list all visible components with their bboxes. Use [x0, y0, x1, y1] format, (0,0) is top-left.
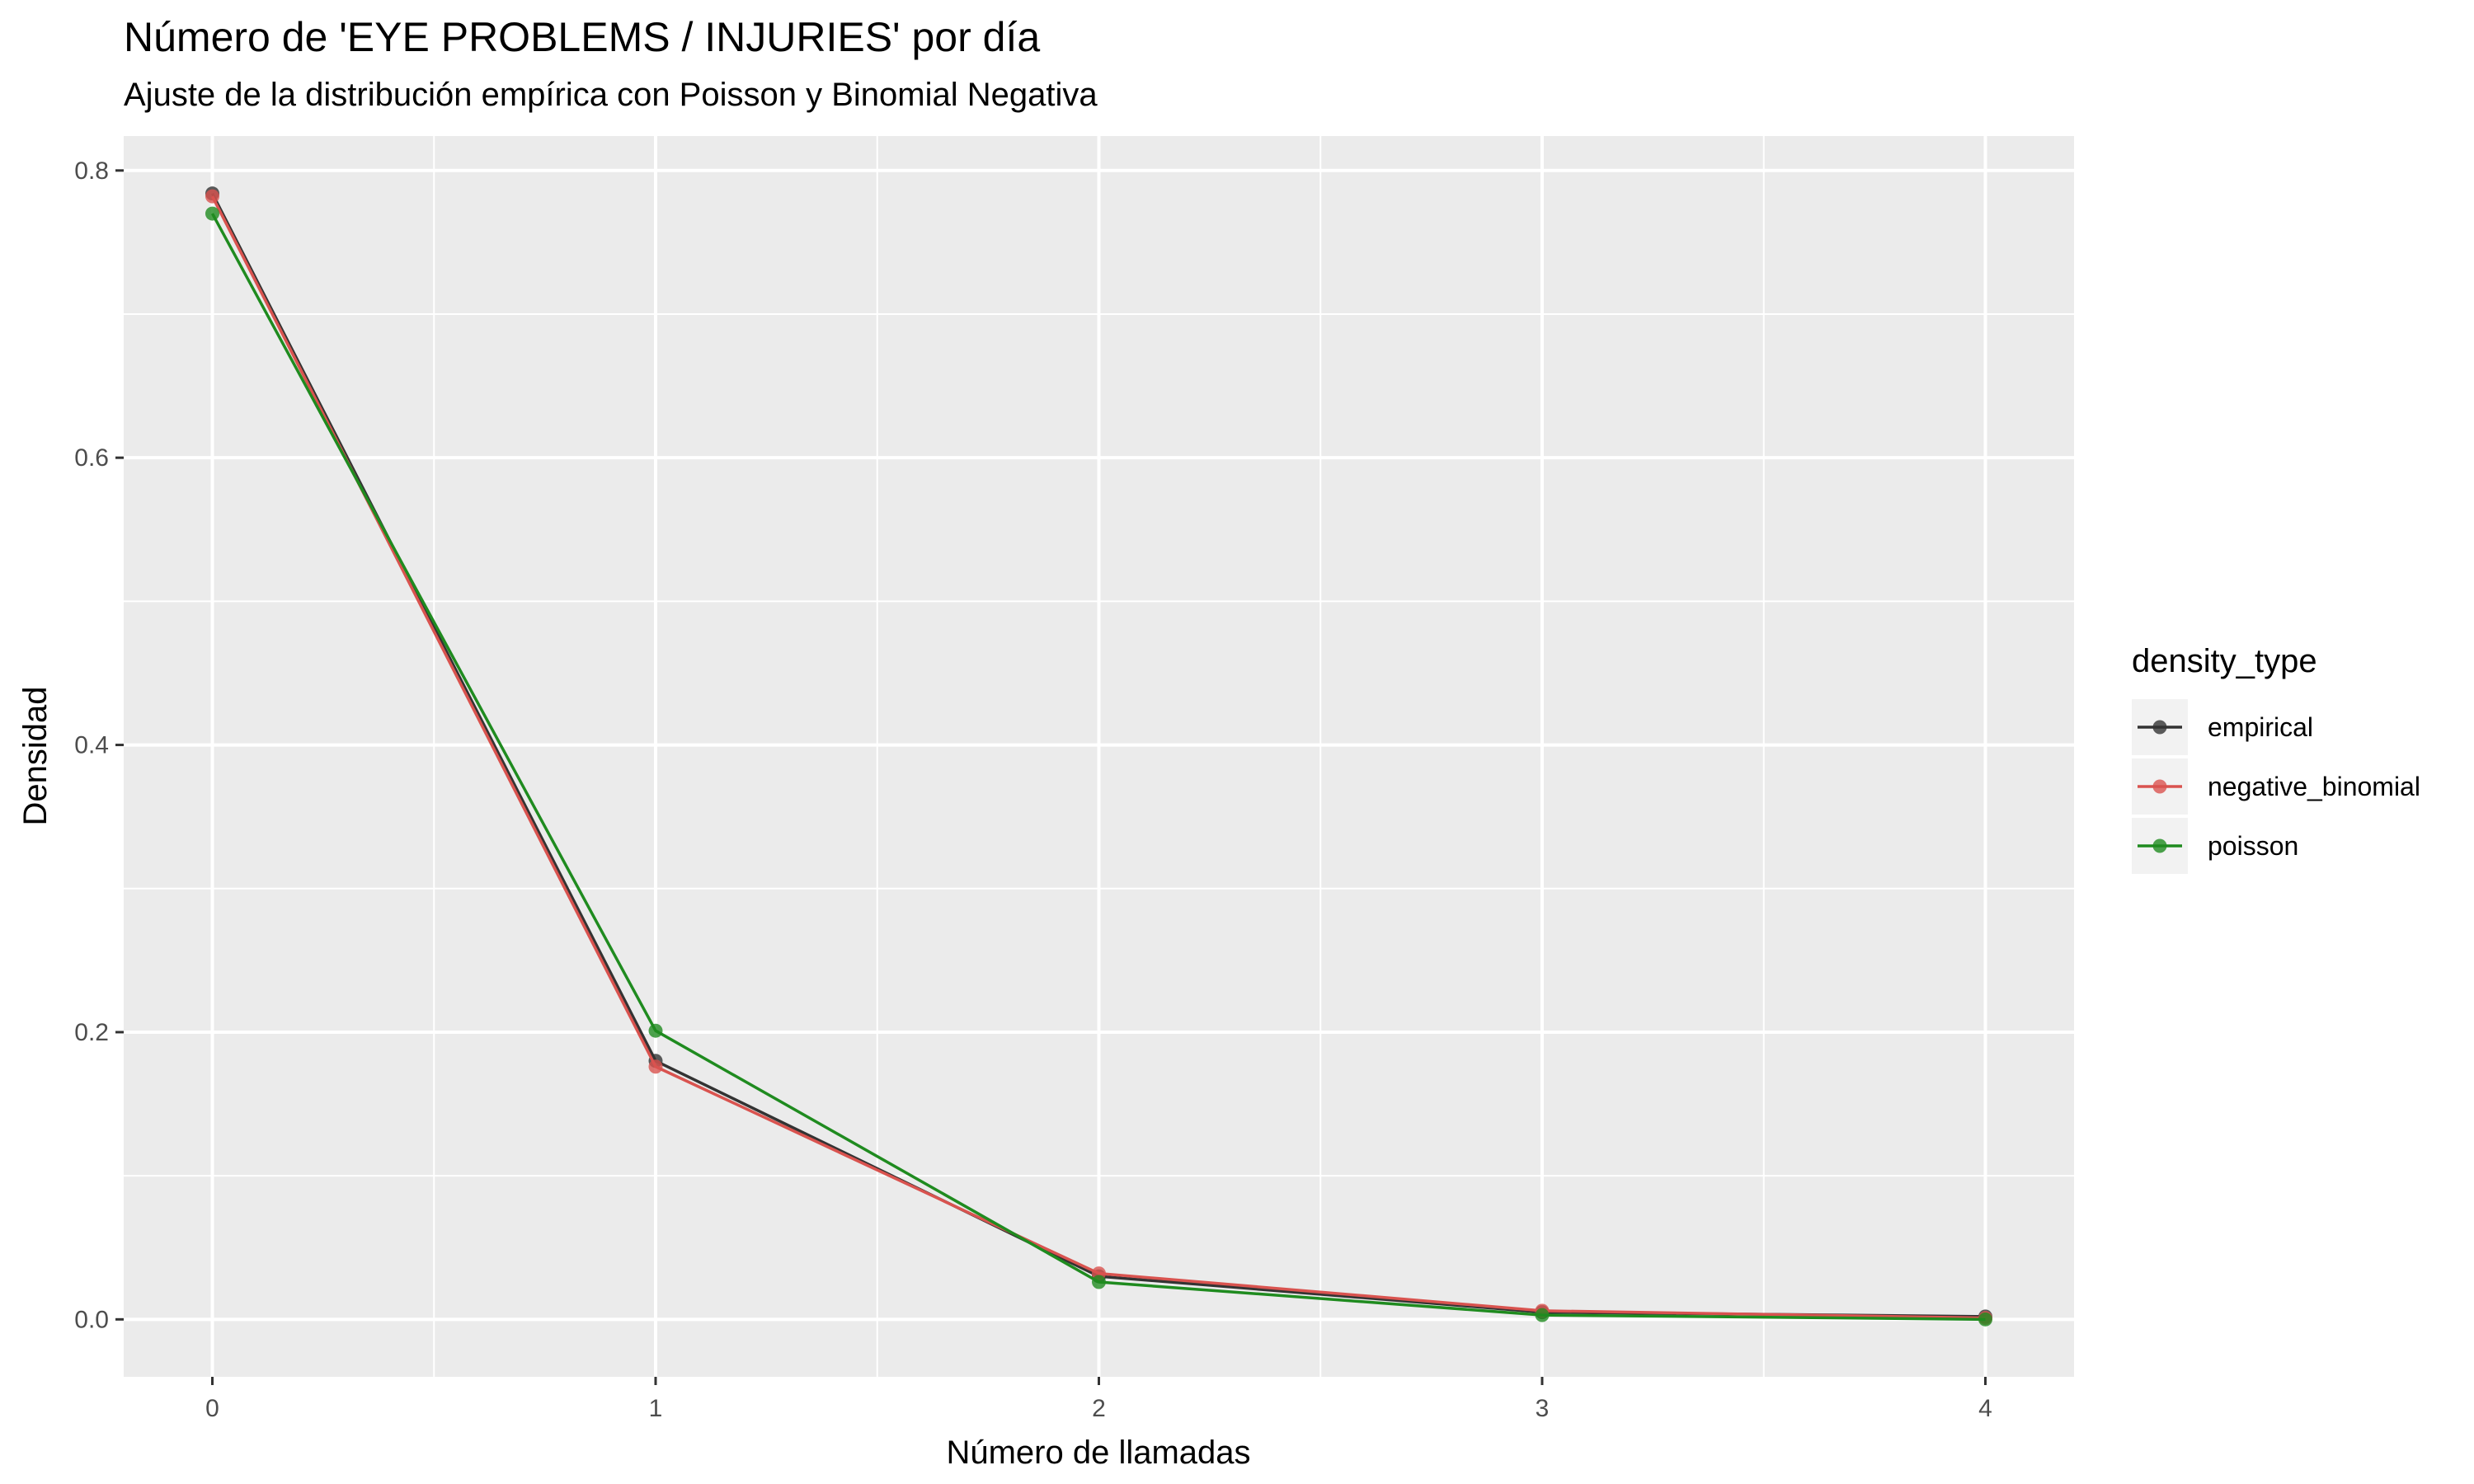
series-layer — [205, 186, 1992, 1327]
chart-subtitle: Ajuste de la distribución empírica con P… — [124, 77, 1098, 113]
data-point-poisson — [1978, 1312, 1992, 1327]
y-axis-title: Densidad — [17, 686, 54, 825]
x-tick-label: 2 — [1092, 1395, 1106, 1422]
chart-title: Número de 'EYE PROBLEMS / INJURIES' por … — [124, 14, 1040, 60]
legend-label-empirical: empirical — [2208, 712, 2313, 742]
axis-layer: 0.0 0.2 0.4 0.6 0.8 0 1 2 3 4 — [74, 157, 1992, 1422]
y-tick-label: 0.6 — [74, 444, 109, 472]
legend-title: density_type — [2132, 643, 2317, 679]
x-axis-title: Número de llamadas — [946, 1435, 1250, 1471]
legend-key-point — [2152, 838, 2167, 853]
data-point-negative_binomial — [205, 189, 219, 204]
y-tick-label: 0.2 — [74, 1019, 109, 1046]
data-point-poisson — [205, 206, 219, 221]
x-tick-label: 4 — [1978, 1395, 1992, 1422]
legend-key-point — [2152, 779, 2167, 794]
x-tick-label: 1 — [649, 1395, 663, 1422]
y-tick-label: 0.4 — [74, 732, 109, 759]
legend: density_type empirical negative_binomialp… — [2132, 643, 2420, 874]
legend-label-poisson: poisson — [2208, 831, 2298, 861]
data-point-poisson — [648, 1023, 663, 1038]
major-gridlines — [124, 136, 2074, 1377]
x-tick-label: 0 — [205, 1395, 219, 1422]
y-tick-label: 0.8 — [74, 157, 109, 185]
x-tick-label: 3 — [1536, 1395, 1550, 1422]
data-point-poisson — [1535, 1308, 1550, 1322]
data-point-poisson — [1092, 1275, 1106, 1289]
legend-label-negative_binomial: negative_binomial — [2208, 772, 2420, 801]
y-tick-label: 0.0 — [74, 1306, 109, 1333]
data-point-negative_binomial — [648, 1059, 663, 1074]
legend-key-point — [2152, 720, 2167, 735]
